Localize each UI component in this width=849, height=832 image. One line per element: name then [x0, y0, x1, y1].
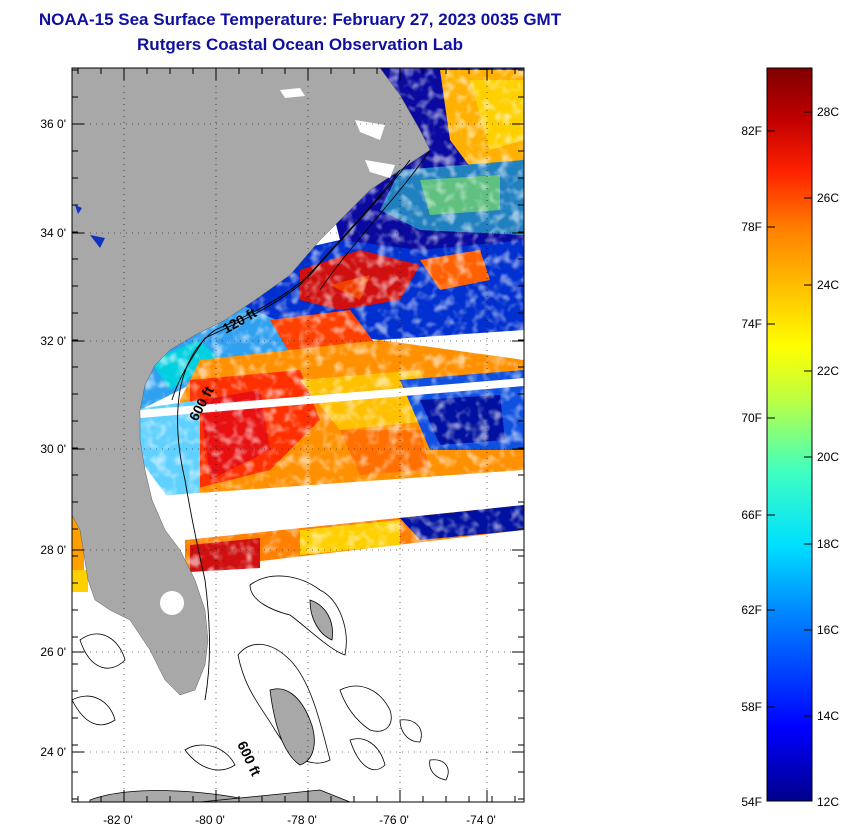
lat-label: 24 0' [40, 745, 66, 759]
lat-label: 28 0' [40, 543, 66, 557]
lon-label: -80 0' [195, 813, 225, 827]
land-us [72, 68, 431, 696]
colorbar: 82F 78F 74F 70F 66F 62F 58F 54F 28C 26C … [741, 67, 839, 809]
map-frame [71, 67, 525, 803]
c-label: 18C [817, 537, 839, 551]
latitude-labels: 36 0' 34 0' 32 0' 30 0' 28 0' 26 0' 24 0… [40, 117, 66, 759]
shelf-contours [171, 149, 431, 701]
c-label: 24C [817, 278, 839, 292]
fahrenheit-labels: 82F 78F 74F 70F 66F 62F 58F 54F [741, 124, 762, 809]
lat-label: 30 0' [40, 442, 66, 456]
lon-label: -76 0' [379, 813, 409, 827]
lon-label: -74 0' [466, 813, 496, 827]
lon-label: -82 0' [103, 813, 133, 827]
f-label: 54F [741, 795, 762, 809]
c-label: 12C [817, 795, 839, 809]
axis-ticks [72, 68, 524, 802]
celsius-labels: 28C 26C 24C 22C 20C 18C 16C 14C 12C [817, 105, 839, 809]
f-label: 74F [741, 317, 762, 331]
longitude-labels: -82 0' -80 0' -78 0' -76 0' -74 0' [103, 813, 496, 827]
lat-label: 34 0' [40, 226, 66, 240]
lat-label: 32 0' [40, 334, 66, 348]
f-label: 66F [741, 508, 762, 522]
c-label: 28C [817, 105, 839, 119]
lon-label: -78 0' [287, 813, 317, 827]
c-label: 22C [817, 364, 839, 378]
f-label: 58F [741, 700, 762, 714]
lat-label: 26 0' [40, 645, 66, 659]
map-title: NOAA-15 Sea Surface Temperature: Februar… [38, 10, 562, 29]
map-subtitle: Rutgers Coastal Ocean Observation Lab [137, 35, 463, 54]
map-area: 120 ft 600 ft 600 ft [72, 68, 524, 802]
f-label: 70F [741, 411, 762, 425]
c-label: 14C [817, 709, 839, 723]
f-label: 82F [741, 124, 762, 138]
colorbar-gradient [766, 67, 813, 802]
lake-okeechobee [160, 591, 184, 615]
lat-label: 36 0' [40, 117, 66, 131]
c-label: 16C [817, 623, 839, 637]
f-label: 62F [741, 603, 762, 617]
c-label: 26C [817, 191, 839, 205]
c-label: 20C [817, 450, 839, 464]
f-label: 78F [741, 220, 762, 234]
grid-lines [72, 68, 524, 802]
